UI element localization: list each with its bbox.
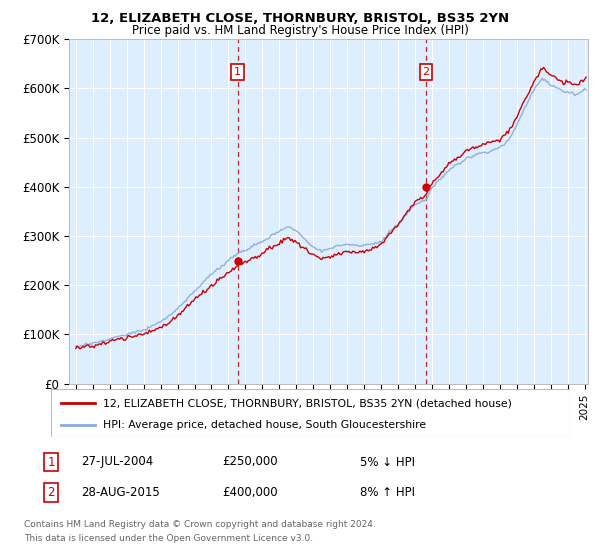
Text: 1: 1 bbox=[234, 67, 241, 77]
Text: 8% ↑ HPI: 8% ↑ HPI bbox=[360, 486, 415, 500]
Text: £400,000: £400,000 bbox=[222, 486, 278, 500]
Text: £250,000: £250,000 bbox=[222, 455, 278, 469]
Text: 1: 1 bbox=[47, 455, 55, 469]
Text: 5% ↓ HPI: 5% ↓ HPI bbox=[360, 455, 415, 469]
Text: Contains HM Land Registry data © Crown copyright and database right 2024.: Contains HM Land Registry data © Crown c… bbox=[24, 520, 376, 529]
Text: 12, ELIZABETH CLOSE, THORNBURY, BRISTOL, BS35 2YN: 12, ELIZABETH CLOSE, THORNBURY, BRISTOL,… bbox=[91, 12, 509, 25]
Text: This data is licensed under the Open Government Licence v3.0.: This data is licensed under the Open Gov… bbox=[24, 534, 313, 543]
FancyBboxPatch shape bbox=[51, 389, 570, 437]
Text: 28-AUG-2015: 28-AUG-2015 bbox=[81, 486, 160, 500]
Text: 2: 2 bbox=[422, 67, 430, 77]
Text: Price paid vs. HM Land Registry's House Price Index (HPI): Price paid vs. HM Land Registry's House … bbox=[131, 24, 469, 37]
Text: 2: 2 bbox=[47, 486, 55, 500]
Text: 27-JUL-2004: 27-JUL-2004 bbox=[81, 455, 153, 469]
Text: HPI: Average price, detached house, South Gloucestershire: HPI: Average price, detached house, Sout… bbox=[103, 420, 426, 430]
Text: 12, ELIZABETH CLOSE, THORNBURY, BRISTOL, BS35 2YN (detached house): 12, ELIZABETH CLOSE, THORNBURY, BRISTOL,… bbox=[103, 399, 512, 408]
